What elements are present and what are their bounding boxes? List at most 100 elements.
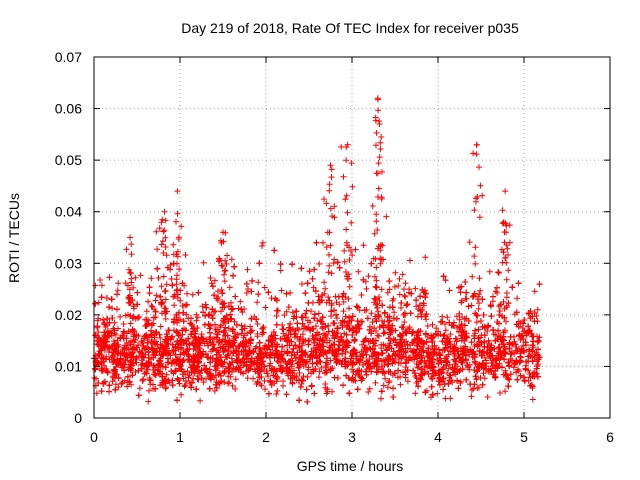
data-point: [447, 348, 454, 355]
data-point: [314, 317, 321, 324]
data-point: [292, 342, 299, 349]
data-point: [480, 364, 487, 371]
data-point: [496, 344, 503, 351]
data-point: [475, 326, 482, 333]
data-point: [442, 277, 449, 284]
data-point: [190, 366, 197, 373]
data-point: [95, 299, 102, 306]
data-point: [407, 257, 413, 264]
data-point: [209, 283, 216, 290]
data-point: [531, 310, 538, 316]
data-point: [386, 317, 393, 324]
data-point: [213, 331, 219, 337]
data-point: [305, 364, 312, 371]
data-point: [340, 308, 347, 315]
data-point: [146, 284, 153, 291]
data-point: [289, 326, 296, 333]
data-point: [250, 349, 257, 356]
data-point: [150, 314, 157, 321]
data-point: [412, 390, 419, 397]
data-point: [146, 290, 153, 297]
data-point: [395, 367, 402, 374]
data-point: [322, 349, 329, 356]
data-point: [397, 339, 404, 346]
data-point: [508, 350, 515, 357]
data-point: [129, 372, 136, 379]
data-point: [146, 387, 152, 394]
data-point: [515, 280, 522, 287]
data-point: [340, 298, 347, 305]
data-point: [327, 357, 334, 364]
data-point: [446, 287, 453, 294]
data-point: [459, 326, 466, 333]
data-point: [156, 358, 163, 365]
data-point: [373, 328, 379, 334]
data-point: [267, 349, 274, 356]
data-point: [459, 314, 465, 320]
data-point: [183, 378, 189, 385]
data-point: [256, 365, 263, 371]
data-point: [306, 268, 313, 275]
data-point: [207, 373, 214, 380]
data-point: [494, 289, 501, 296]
data-point: [512, 341, 519, 348]
data-point: [467, 346, 474, 353]
data-point: [453, 338, 460, 345]
data-point: [402, 328, 409, 335]
data-point: [114, 287, 121, 294]
data-point: [386, 356, 393, 362]
data-point: [148, 302, 155, 309]
data-point: [135, 392, 142, 399]
data-point: [174, 286, 181, 293]
data-point: [515, 368, 522, 374]
data-point: [108, 296, 115, 303]
data-point: [158, 283, 165, 290]
data-point: [463, 333, 470, 340]
data-point: [152, 385, 159, 392]
data-point: [201, 362, 208, 369]
data-point: [397, 381, 404, 388]
data-point: [98, 352, 105, 358]
data-point: [323, 367, 330, 374]
data-point: [311, 339, 318, 346]
data-point: [278, 368, 284, 374]
data-point: [179, 358, 186, 365]
data-point: [316, 368, 323, 375]
data-point: [143, 316, 150, 323]
data-point: [291, 374, 298, 381]
data-point: [320, 239, 326, 246]
data-point: [221, 379, 228, 386]
data-point: [112, 340, 119, 347]
data-point: [253, 316, 260, 323]
data-point: [274, 387, 281, 394]
data-point: [468, 393, 475, 400]
data-point: [289, 370, 296, 377]
data-point: [174, 375, 181, 382]
data-point: [136, 313, 143, 320]
data-point: [153, 348, 160, 355]
data-point: [366, 385, 373, 392]
data-point: [382, 357, 389, 364]
data-point: [513, 321, 520, 328]
data-point: [431, 342, 438, 349]
data-point: [281, 312, 288, 319]
data-point: [401, 319, 408, 326]
data-point: [361, 307, 368, 314]
data-point: [393, 341, 400, 348]
data-point: [435, 346, 442, 353]
data-point: [423, 316, 430, 323]
data-point: [206, 311, 213, 318]
data-point: [129, 326, 136, 333]
data-point: [512, 360, 518, 367]
data-point: [232, 386, 239, 392]
data-point: [100, 316, 107, 323]
data-point: [144, 339, 151, 346]
data-point: [422, 360, 429, 366]
data-point: [190, 346, 197, 353]
data-point: [513, 369, 520, 376]
data-point: [490, 371, 497, 378]
data-point: [360, 362, 367, 368]
data-point: [412, 373, 419, 379]
data-point: [181, 383, 188, 390]
data-point: [422, 254, 429, 261]
